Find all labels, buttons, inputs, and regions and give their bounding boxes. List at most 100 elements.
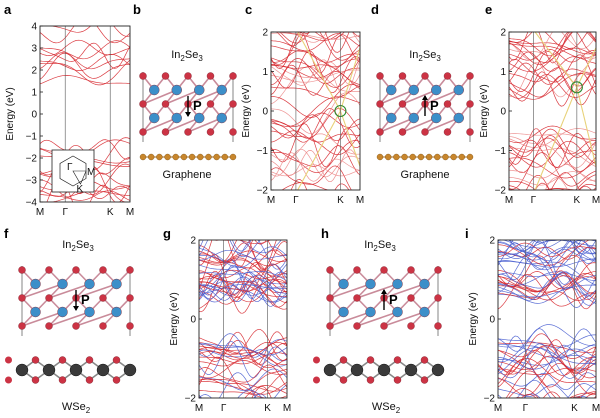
band-i-30	[498, 362, 596, 396]
in2se3-structure-d-atom-se	[398, 72, 407, 80]
in2se3-structure-d-bond	[424, 117, 460, 133]
in2se3-structure-d-atom-se	[443, 100, 452, 108]
band-e-5	[560, 32, 596, 50]
in2se3-structure-f-atom-in	[57, 278, 68, 290]
in2se3-structure-b-atom-in	[171, 112, 182, 124]
in2se3-structure-h-arrowhead	[381, 289, 387, 294]
band-a-11	[40, 53, 130, 71]
xtick-label-c: M	[356, 195, 364, 206]
graphene-layer-d-atom	[393, 153, 400, 161]
band-i-15	[498, 334, 596, 349]
band-g-38	[199, 357, 287, 369]
in2se3-structure-d-atom-se	[421, 128, 429, 136]
graphene-layer-d	[376, 153, 474, 161]
band-g-67	[199, 249, 287, 261]
band-g-15	[199, 270, 287, 303]
band-g-46	[237, 240, 271, 244]
in2se3-structure-h-atom-se	[353, 266, 361, 274]
band-c-13	[271, 96, 360, 127]
in2se3-structure-b-atom-se	[139, 72, 147, 80]
in2se3-structure-f-atom-se	[72, 322, 80, 330]
wse2-layer-f	[5, 356, 137, 384]
band-i-33	[498, 367, 596, 379]
band-g-48	[219, 240, 233, 241]
ytick-label-e: 0	[500, 107, 506, 118]
panel-label-c: c	[245, 2, 252, 17]
ylabel-i: Energy (eV)	[468, 292, 479, 345]
in2se3-structure-h-atom-in	[392, 306, 403, 318]
xtick-label-e: K	[574, 195, 581, 206]
ytick-label-c: −2	[257, 186, 269, 197]
ytick-label-a: −1	[26, 132, 38, 143]
ytick-label-a: 2	[31, 66, 37, 77]
in2se3-structure-d-atom-se	[443, 72, 452, 80]
xtick-label-c: K	[337, 195, 344, 206]
band-e-27	[509, 140, 596, 168]
ytick-label-i: −2	[484, 394, 496, 405]
in2se3-structure-h: P	[326, 266, 442, 336]
band-c-9	[271, 123, 360, 168]
bz-gamma-label: Γ	[67, 162, 73, 173]
band-g-64	[199, 271, 287, 282]
ylabel-a: Energy (eV)	[5, 87, 16, 140]
band-i-67	[498, 348, 596, 370]
band-i-17	[498, 258, 596, 268]
band-i-69	[498, 240, 549, 244]
in2se3-structure-d-atom-se	[421, 72, 429, 80]
band-i-55	[498, 359, 596, 388]
ytick-label-c: 2	[262, 28, 268, 39]
band-i-63	[543, 240, 561, 242]
ytick-label-a: 0	[31, 110, 37, 121]
wse2-layer-f-atom-se	[112, 376, 121, 384]
ytick-label-a: 1	[31, 88, 37, 99]
in2se3-structure-f-bond	[48, 283, 90, 299]
ytick-label-c: −1	[257, 146, 269, 157]
band-i-52	[498, 347, 596, 375]
wse2-layer-f-atom-se	[58, 376, 67, 384]
xtick-label-a: M	[36, 207, 44, 218]
band-e-33	[509, 171, 596, 186]
in2se3-structure-d-arrowhead	[422, 95, 428, 100]
band-e-1	[525, 174, 596, 190]
ytick-label-e: 1	[500, 67, 506, 78]
in2se3-structure-d-atom-se	[398, 100, 407, 108]
wse2-layer-h-atom-se	[393, 376, 402, 384]
graphene-layer-b-atom	[221, 153, 229, 161]
in2se3-structure-h-atom-se	[326, 266, 334, 274]
graphene-layer-d-atom	[434, 153, 441, 161]
band-a-6	[40, 59, 130, 86]
band-e-11	[509, 32, 533, 43]
ytick-label-g: −2	[185, 394, 197, 405]
band-e-20	[509, 135, 596, 174]
bands-g	[199, 240, 287, 398]
ytick-label-e: 2	[500, 28, 506, 39]
band-e-34	[509, 174, 596, 190]
band-g-42	[199, 368, 287, 391]
in2se3-structure-d-atom-se	[398, 128, 407, 136]
band-i-34	[498, 242, 596, 271]
band-a-13	[40, 26, 130, 44]
band-c-12	[271, 112, 360, 128]
band-c-33	[271, 57, 360, 88]
band-i-23	[498, 240, 596, 259]
in2se3-structure-f-atom-se	[126, 322, 134, 330]
band-g-43	[199, 347, 287, 366]
in2se3-structure-b-atom-se	[229, 100, 237, 108]
ytick-label-g: 2	[190, 236, 196, 247]
band-i-61	[498, 274, 596, 310]
in2se3-structure-f-atom-se	[99, 266, 107, 274]
in2se3-structure-h-atom-in	[338, 278, 349, 290]
in2se3-structure-h-atom-in	[338, 306, 349, 318]
wse2-layer-f-atom-w	[69, 363, 83, 377]
xtick-label-g: Γ	[221, 403, 227, 414]
graphene-layer-b-atom	[180, 153, 188, 161]
band-i-24	[498, 240, 590, 266]
band-g-69	[199, 284, 287, 295]
in2se3-structure-b-atom-se	[229, 72, 237, 80]
graphene-layer-b-atom	[213, 153, 220, 161]
band-a-10	[40, 52, 130, 80]
band-e-17	[544, 177, 569, 190]
in2se3-structure-b-polarization-label: P	[193, 98, 202, 113]
graphene-layer-b-atom	[229, 153, 237, 161]
in2se3-structure-h-polarization-label: P	[389, 292, 398, 307]
